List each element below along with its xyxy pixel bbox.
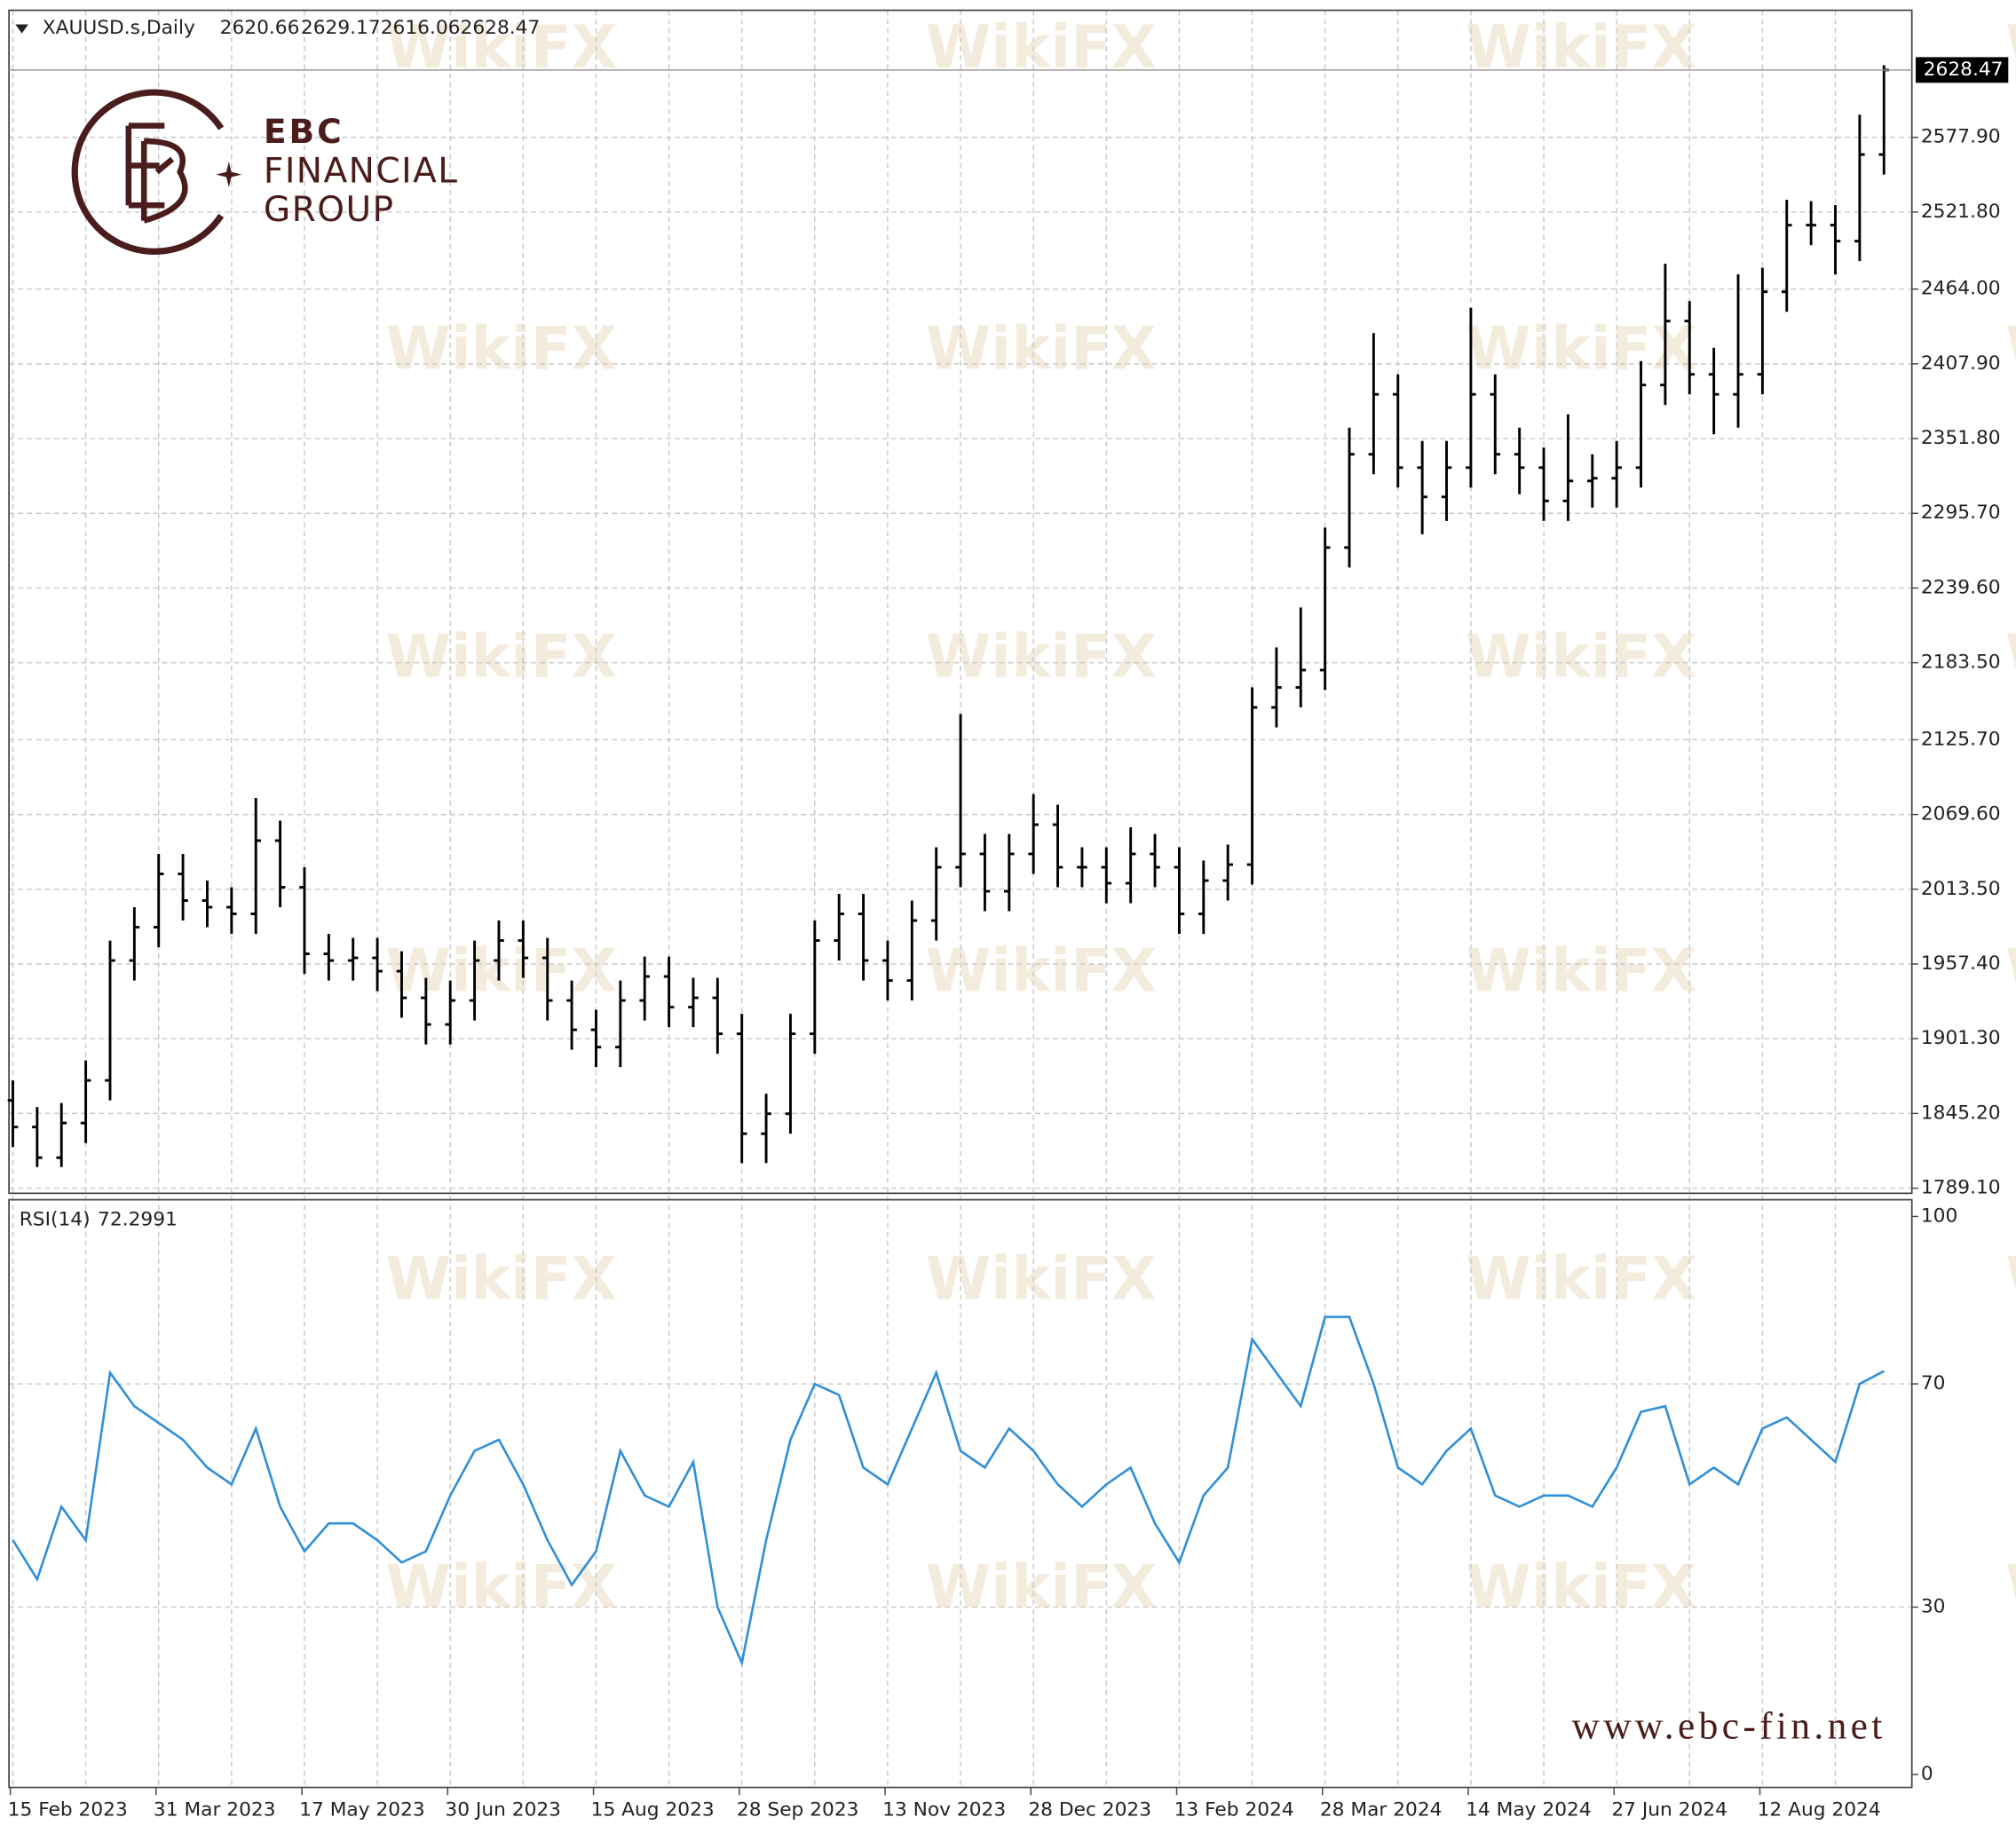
watermark: WikiFX — [386, 1244, 617, 1314]
y-tick-label: 1901.30 — [1921, 1027, 2001, 1049]
watermark: WikiFX — [1466, 1553, 1696, 1622]
y-tick-label: 2521.80 — [1921, 201, 2001, 223]
watermark: WikiFX — [926, 314, 1157, 383]
last-price-box — [1916, 57, 2009, 83]
x-tick-label: 28 Dec 2023 — [1028, 1799, 1151, 1821]
symbol: XAUUSD.s,Daily — [43, 17, 195, 39]
y-tick-label: 70 — [1921, 1372, 1946, 1395]
logo-ring — [71, 89, 225, 255]
x-tick-label: 17 May 2023 — [299, 1799, 425, 1821]
x-tick-label: 12 Aug 2024 — [1758, 1799, 1881, 1821]
watermarks: WikiFX WikiFX WikiFX WikiFX WikiFX WikiFX Wiki… — [386, 12, 2016, 1622]
logo-star — [216, 162, 242, 188]
header-value: 2620.66 — [220, 17, 300, 39]
dropdown-icon[interactable] — [15, 24, 28, 34]
watermark: WikiFX — [386, 622, 617, 691]
x-tick-label: 31 Mar 2023 — [154, 1799, 276, 1821]
watermark: WikiFX — [926, 1244, 1157, 1314]
y-tick-label: 2069.60 — [1921, 803, 2001, 826]
last-price-label: 2628.47 — [1924, 59, 2004, 81]
x-tick-label: 15 Feb 2023 — [8, 1799, 128, 1821]
watermark: WikiFX — [926, 936, 1157, 1006]
x-tick-label: 13 Feb 2024 — [1174, 1799, 1294, 1821]
watermark: WikiFX — [2005, 1553, 2016, 1622]
logo-mark — [125, 122, 188, 224]
grid — [9, 10, 1912, 1788]
y-tick-label: 100 — [1921, 1205, 1957, 1227]
x-tick-label: 27 Jun 2024 — [1611, 1799, 1727, 1821]
y-tick-label: 1957.40 — [1921, 952, 2001, 975]
watermark: WikiFX — [1466, 622, 1696, 691]
y-tick-label: 30 — [1921, 1596, 1946, 1618]
y-tick-label: 2351.80 — [1921, 427, 2001, 449]
rsi-value: 72.2991 — [98, 1209, 178, 1231]
y-tick-label: 2407.90 — [1921, 352, 2001, 375]
watermark: WikiFX — [2005, 1244, 2016, 1314]
x-tick-label: 28 Sep 2023 — [737, 1799, 859, 1821]
header-value: 2629.17 — [301, 17, 381, 39]
watermark: WikiFX — [1466, 12, 1696, 82]
header-value: 2628.47 — [461, 17, 541, 39]
y-tick-label: 0 — [1921, 1763, 1933, 1785]
logo-line: FINANCIAL — [264, 152, 459, 192]
x-tick-label: 13 Nov 2023 — [882, 1799, 1006, 1821]
y-tick-label: 2125.70 — [1921, 728, 2001, 750]
watermark: WikiFX — [2005, 936, 2016, 1006]
website: www.ebc-fin.net — [1571, 1705, 1886, 1748]
logo: EBC FINANCIAL GROUP — [71, 89, 459, 255]
y-tick-label: 2013.50 — [1921, 878, 2001, 900]
y-tick-label: 2239.60 — [1921, 576, 2001, 598]
logo-line: GROUP — [264, 190, 395, 230]
rsi-frame — [8, 1198, 1913, 1789]
rsi-title: RSI(14) — [20, 1209, 91, 1231]
price-frame — [8, 9, 1913, 1195]
y-tick-label: 2183.50 — [1921, 652, 2001, 674]
watermark: WikiFX — [2005, 314, 2016, 383]
y-tick-label: 1789.10 — [1921, 1177, 2001, 1199]
y-tick-label: 1845.20 — [1921, 1102, 2001, 1124]
header-value: 2616.06 — [381, 17, 461, 39]
x-tick-label: 15 Aug 2023 — [591, 1799, 715, 1821]
watermark: WikiFX — [386, 936, 617, 1006]
watermark: WikiFX — [2005, 622, 2016, 691]
watermark: WikiFX — [2005, 12, 2016, 82]
watermark: WikiFX — [386, 1553, 617, 1622]
watermark: WikiFX — [386, 314, 617, 383]
x-tick-label: 14 May 2024 — [1466, 1799, 1592, 1821]
y-tick-label: 2295.70 — [1921, 502, 2001, 524]
rsi-line — [12, 1316, 1885, 1667]
watermark: WikiFX — [1466, 1244, 1696, 1314]
watermark: WikiFX — [1466, 936, 1696, 1006]
x-tick-label: 28 Mar 2024 — [1320, 1799, 1443, 1821]
x-tick-label: 30 Jun 2023 — [445, 1799, 561, 1821]
watermark: WikiFX — [1466, 314, 1696, 383]
y-tick-label: 2464.00 — [1921, 278, 2001, 300]
y-tick-label: 2577.90 — [1921, 126, 2001, 148]
watermark: WikiFX — [926, 1553, 1157, 1622]
watermark: WikiFX — [926, 622, 1157, 691]
logo-name: EBC — [264, 112, 344, 151]
